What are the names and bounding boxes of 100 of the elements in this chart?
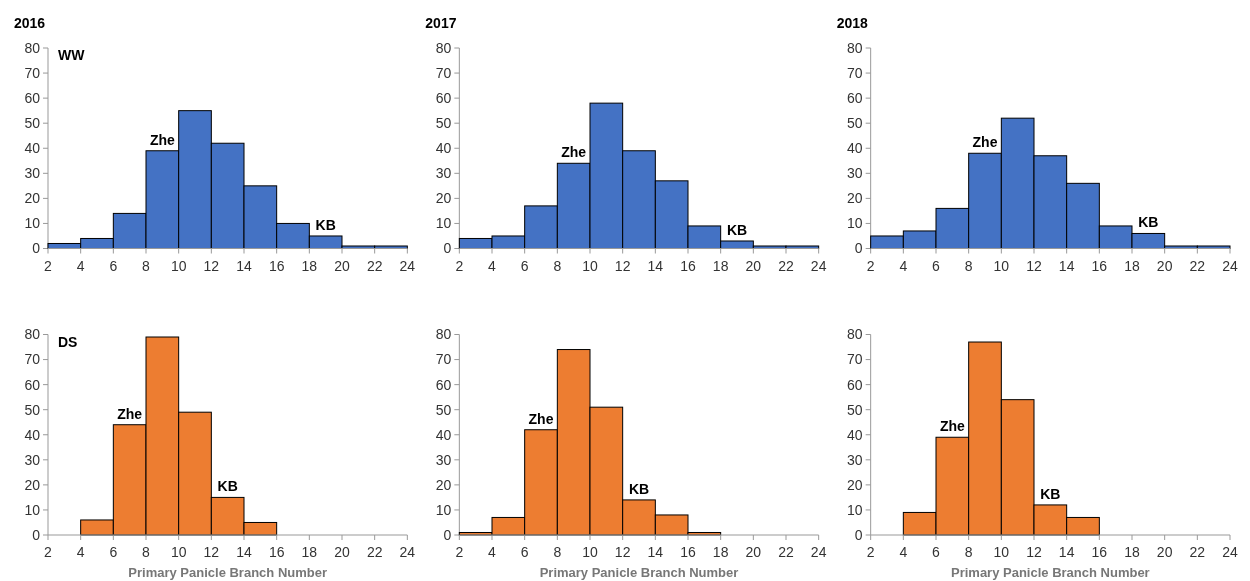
x-tick-label: 12 xyxy=(1026,257,1042,274)
x-tick-label: 4 xyxy=(899,544,908,560)
annotation: Zhe xyxy=(561,144,587,161)
y-tick-label: 60 xyxy=(847,376,863,393)
y-tick-label: 50 xyxy=(435,401,452,418)
y-tick-label: 10 xyxy=(24,501,41,518)
y-tick-label: 50 xyxy=(24,401,41,418)
y-tick-label: 20 xyxy=(435,476,452,493)
x-tick-label: 8 xyxy=(142,544,151,560)
annotation: Zhe xyxy=(939,418,965,435)
y-tick-label: 80 xyxy=(847,39,863,56)
y-tick-label: 40 xyxy=(847,140,863,157)
x-tick-label: 16 xyxy=(680,257,696,274)
annotation: KB xyxy=(1040,485,1061,502)
y-tick-label: 80 xyxy=(847,326,863,343)
x-tick-label: 2 xyxy=(455,257,464,274)
y-tick-label: 0 xyxy=(854,240,863,257)
x-tick-label: 10 xyxy=(582,257,598,274)
x-tick-label: 4 xyxy=(899,257,908,274)
y-tick-label: 60 xyxy=(24,90,41,107)
x-tick-label: 16 xyxy=(1091,544,1108,560)
y-tick-label: 80 xyxy=(435,39,452,56)
y-tick-label: 70 xyxy=(847,351,863,368)
y-tick-label: 80 xyxy=(24,326,41,343)
x-tick-label: 4 xyxy=(76,544,85,560)
x-tick-label: 24 xyxy=(810,544,827,560)
y-tick-label: 0 xyxy=(443,240,452,257)
x-tick-label: 20 xyxy=(1156,544,1173,560)
y-tick-label: 70 xyxy=(24,351,41,368)
x-tick-label: 6 xyxy=(932,544,941,560)
annotation: KB xyxy=(315,216,336,233)
x-tick-label: 18 xyxy=(1124,257,1140,274)
y-tick-label: 40 xyxy=(24,426,41,443)
y-tick-label: 30 xyxy=(24,165,41,182)
y-tick-label: 20 xyxy=(847,476,863,493)
x-tick-label: 10 xyxy=(993,544,1010,560)
x-tick-label: 20 xyxy=(745,544,762,560)
y-tick-label: 20 xyxy=(24,476,41,493)
y-tick-label: 50 xyxy=(847,401,863,418)
y-tick-label: 20 xyxy=(435,190,452,207)
chart-title: 2018 xyxy=(836,15,869,31)
x-tick-label: 20 xyxy=(745,257,762,274)
y-tick-label: 30 xyxy=(435,451,452,468)
y-tick-label: 40 xyxy=(847,426,863,443)
x-tick-label: 16 xyxy=(680,544,696,560)
x-tick-label: 18 xyxy=(301,544,318,560)
x-tick-label: 24 xyxy=(1222,257,1238,274)
y-tick-label: 50 xyxy=(24,115,41,132)
y-tick-label: 0 xyxy=(32,240,41,257)
x-tick-label: 8 xyxy=(553,257,562,274)
annotation: Zhe xyxy=(972,134,998,151)
x-tick-label: 8 xyxy=(142,257,151,274)
x-tick-label: 12 xyxy=(203,544,220,560)
x-tick-label: 24 xyxy=(810,257,827,274)
x-tick-label: 18 xyxy=(1124,544,1140,560)
x-tick-label: 20 xyxy=(334,544,350,560)
y-tick-label: 40 xyxy=(435,426,452,443)
y-tick-label: 70 xyxy=(847,64,863,81)
x-tick-label: 16 xyxy=(1091,257,1108,274)
x-tick-label: 4 xyxy=(76,257,85,274)
y-tick-label: 10 xyxy=(435,215,452,232)
x-tick-label: 2 xyxy=(455,544,464,560)
x-tick-label: 10 xyxy=(582,544,598,560)
annotation: KB xyxy=(217,478,238,495)
x-tick-label: 12 xyxy=(614,257,631,274)
x-tick-label: 18 xyxy=(712,257,729,274)
y-tick-label: 10 xyxy=(24,215,41,232)
y-tick-label: 60 xyxy=(24,376,41,393)
annotation: DS xyxy=(58,333,78,350)
x-tick-label: 14 xyxy=(1058,257,1075,274)
x-tick-label: 6 xyxy=(520,257,529,274)
annotation: Zhe xyxy=(149,131,175,148)
y-tick-label: 70 xyxy=(435,64,452,81)
y-tick-label: 30 xyxy=(435,165,452,182)
y-tick-label: 0 xyxy=(32,526,41,543)
annotation: Zhe xyxy=(117,405,143,422)
x-tick-label: 4 xyxy=(488,544,497,560)
x-tick-label: 8 xyxy=(964,544,973,560)
x-axis-title: Primary Panicle Branch Number xyxy=(128,565,328,580)
x-tick-label: 22 xyxy=(366,544,383,560)
y-tick-label: 50 xyxy=(435,115,452,132)
y-tick-label: 40 xyxy=(435,140,452,157)
x-tick-label: 14 xyxy=(647,544,664,560)
x-tick-label: 22 xyxy=(366,257,383,274)
y-tick-label: 70 xyxy=(435,351,452,368)
y-tick-label: 50 xyxy=(847,115,863,132)
x-tick-label: 4 xyxy=(488,257,497,274)
y-tick-label: 60 xyxy=(847,90,863,107)
x-tick-label: 22 xyxy=(778,544,794,560)
annotation: KB xyxy=(628,480,650,497)
x-tick-label: 20 xyxy=(334,257,350,274)
y-tick-label: 20 xyxy=(24,190,41,207)
x-tick-label: 10 xyxy=(993,257,1010,274)
x-tick-label: 16 xyxy=(268,257,285,274)
x-tick-label: 6 xyxy=(932,257,941,274)
x-tick-label: 24 xyxy=(1222,544,1238,560)
y-tick-label: 80 xyxy=(435,326,452,343)
x-tick-label: 8 xyxy=(964,257,973,274)
x-tick-label: 16 xyxy=(268,544,285,560)
x-tick-label: 22 xyxy=(1189,257,1206,274)
